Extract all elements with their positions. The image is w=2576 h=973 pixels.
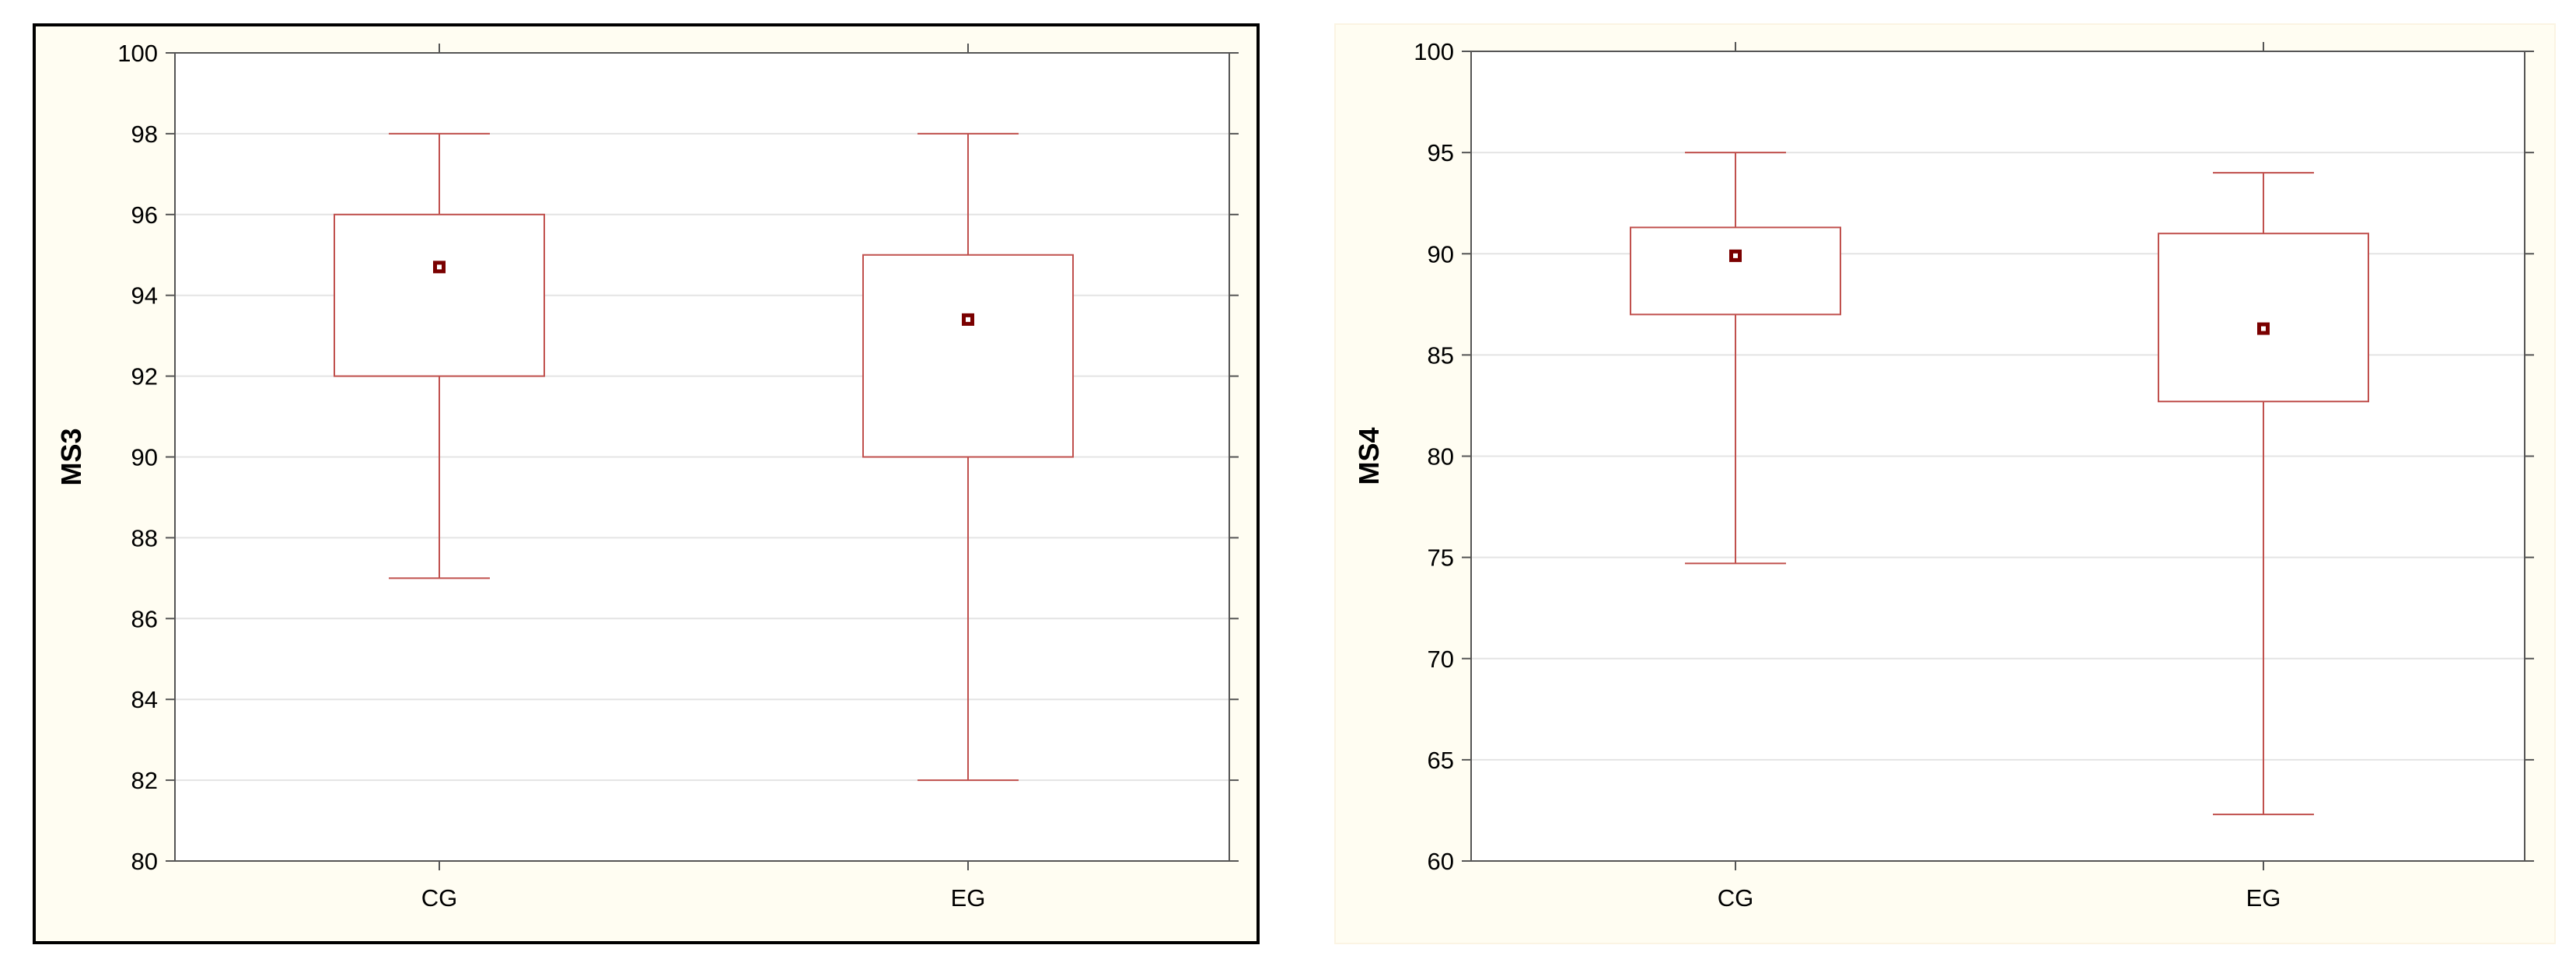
y-tick-label: 65	[1428, 747, 1454, 774]
x-tick-label: EG	[2246, 884, 2281, 912]
y-tick-label: 90	[1428, 240, 1454, 268]
x-tick-label: EG	[951, 884, 986, 912]
y-tick-label: 95	[1428, 139, 1454, 166]
plot-frame	[1470, 51, 2525, 862]
y-tick-label: 82	[131, 767, 158, 794]
chart-panel-ms4: 60 65 70 75 80 85 90 95 100 MS4 CG EG	[1334, 23, 2556, 944]
y-tick-label: 92	[131, 363, 158, 390]
box-eg	[2158, 42, 2369, 870]
iqr-box	[1630, 226, 1841, 316]
y-tick-label: 94	[131, 282, 158, 310]
y-tick-label: 98	[131, 121, 158, 148]
iqr-box	[862, 254, 1074, 458]
mean-marker-center	[966, 317, 970, 322]
y-axis-label: MS3	[55, 428, 87, 485]
box-plot-ms4: 60 65 70 75 80 85 90 95 100 MS4 CG EG	[1353, 38, 2534, 912]
y-tick-label: 100	[117, 40, 158, 67]
y-tick-label: 100	[1414, 38, 1454, 65]
mean-marker-center	[437, 264, 442, 270]
box-eg	[862, 44, 1074, 870]
iqr-box	[334, 213, 545, 377]
box-cg	[334, 44, 545, 870]
x-tick-label: CG	[421, 884, 458, 912]
chart-panel-ms3: 80 82 84 86 88 90 92 94 96 98 100 MS3 CG EG	[33, 23, 1260, 944]
y-tick-label: 90	[131, 444, 158, 471]
y-tick-label: 80	[1428, 443, 1454, 471]
plot-frame	[174, 52, 1230, 862]
y-tick-label: 70	[1428, 646, 1454, 673]
mean-marker-center	[1733, 253, 1738, 258]
y-tick-label: 75	[1428, 544, 1454, 572]
box-cg	[1630, 42, 1841, 870]
iqr-box	[2158, 233, 2369, 403]
y-tick-label: 85	[1428, 341, 1454, 369]
y-axis-label: MS4	[1353, 427, 1385, 485]
y-tick-label: 60	[1428, 848, 1454, 875]
y-tick-label: 96	[131, 201, 158, 229]
y-tick-label: 80	[131, 848, 158, 875]
mean-marker-center	[2261, 326, 2266, 331]
y-tick-label: 84	[131, 686, 158, 713]
x-tick-label: CG	[1718, 884, 1754, 912]
y-tick-label: 86	[131, 605, 158, 632]
y-tick-label: 88	[131, 524, 158, 551]
box-plot-ms3: 80 82 84 86 88 90 92 94 96 98 100 MS3 CG EG	[55, 40, 1239, 912]
